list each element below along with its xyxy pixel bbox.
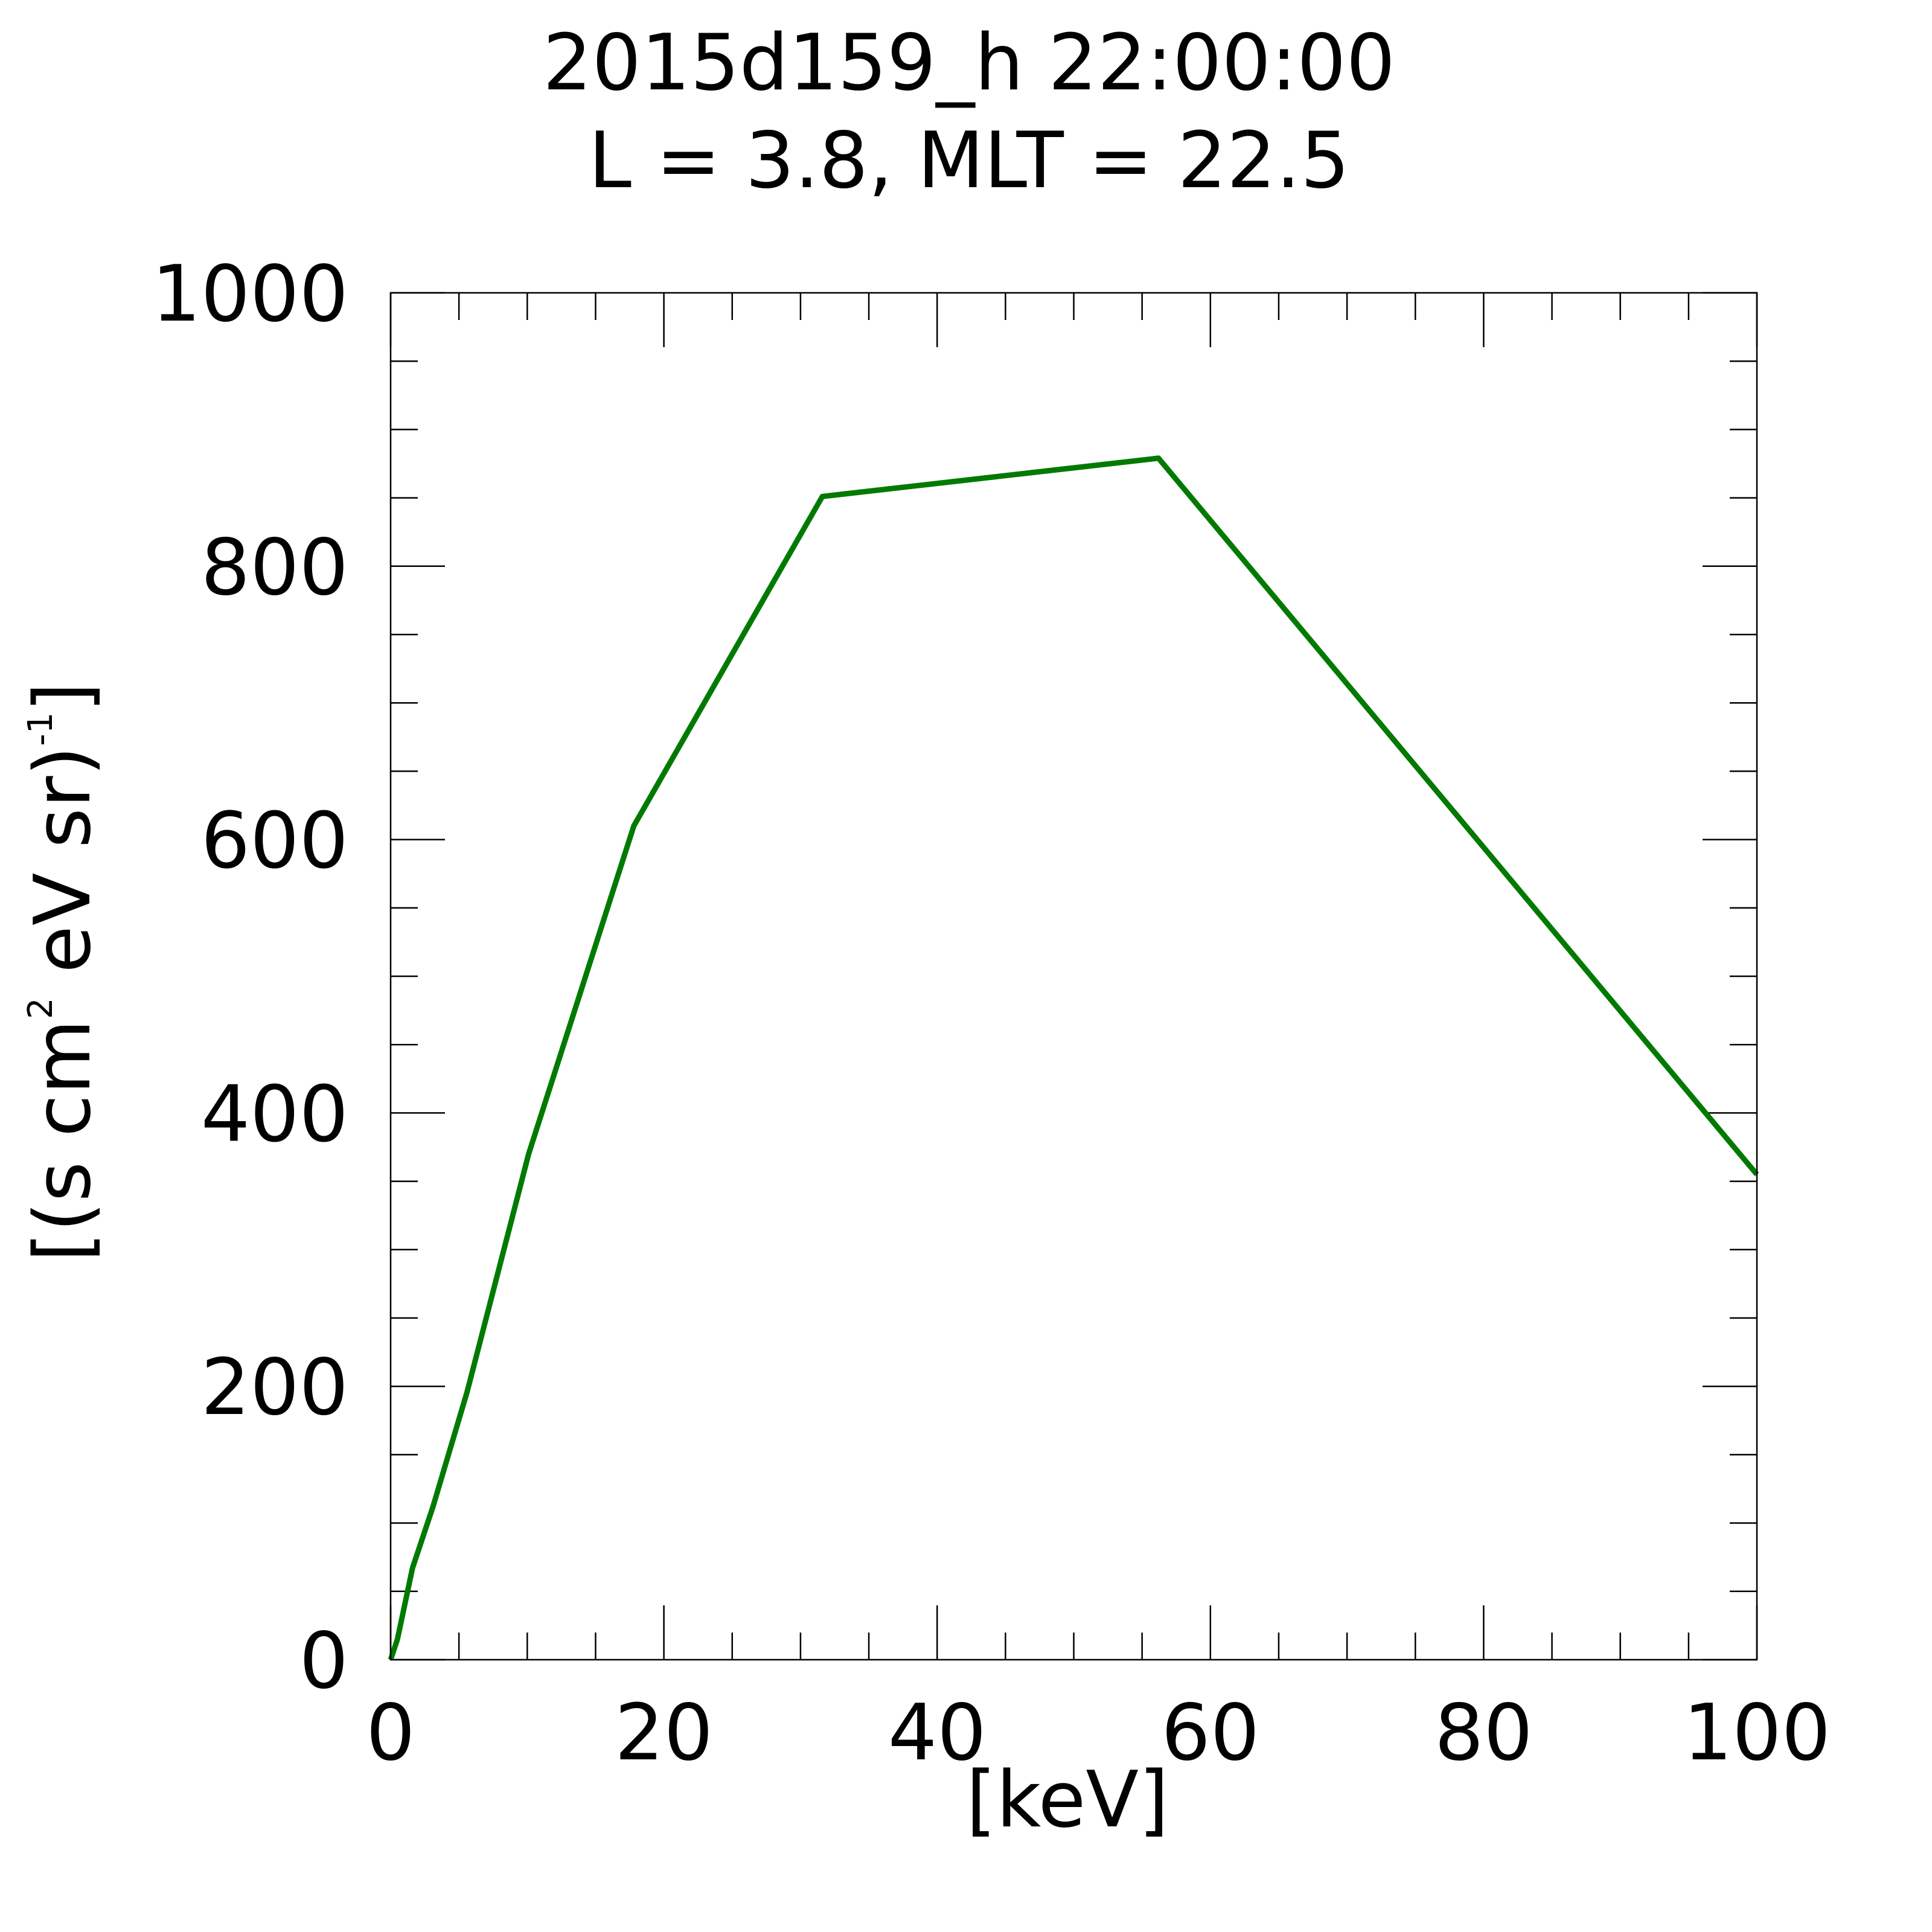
y-axis-label-superscript-2: 2 (21, 997, 60, 1019)
x-tick-label: 100 (1683, 1688, 1831, 1778)
x-tick-label: 80 (1435, 1688, 1533, 1778)
series-layer (388, 455, 1759, 1661)
plot-frame (389, 292, 1758, 1661)
y-axis-label-prefix: [(s cm (18, 1019, 108, 1262)
series-line (388, 455, 1759, 1661)
y-axis-label-superscript-minus-1: -1 (21, 712, 60, 746)
x-tick-label: 60 (1161, 1688, 1259, 1778)
y-tick-label: 400 (201, 1069, 348, 1159)
y-axis-label-suffix: ] (18, 682, 108, 712)
y-tick-label: 200 (201, 1343, 348, 1433)
y-axis-label-middle: eV sr) (18, 746, 108, 997)
axis-ticks (389, 292, 1758, 1661)
chart-title: 2015d159_h 22:00:00 (543, 18, 1395, 108)
x-axis-label: [keV] (966, 1755, 1169, 1845)
x-tick-label: 40 (888, 1688, 987, 1778)
y-axis-label: [(s cm2 eV sr)-1] (18, 682, 108, 1262)
x-tick-label: 20 (615, 1688, 713, 1778)
y-tick-label: 800 (201, 523, 348, 613)
y-tick-label: 600 (201, 796, 348, 886)
chart-subtitle: L = 3.8, MLT = 22.5 (589, 116, 1350, 206)
y-tick-label: 1000 (152, 249, 348, 339)
x-tick-label: 0 (366, 1688, 415, 1778)
y-tick-label: 0 (299, 1616, 348, 1706)
